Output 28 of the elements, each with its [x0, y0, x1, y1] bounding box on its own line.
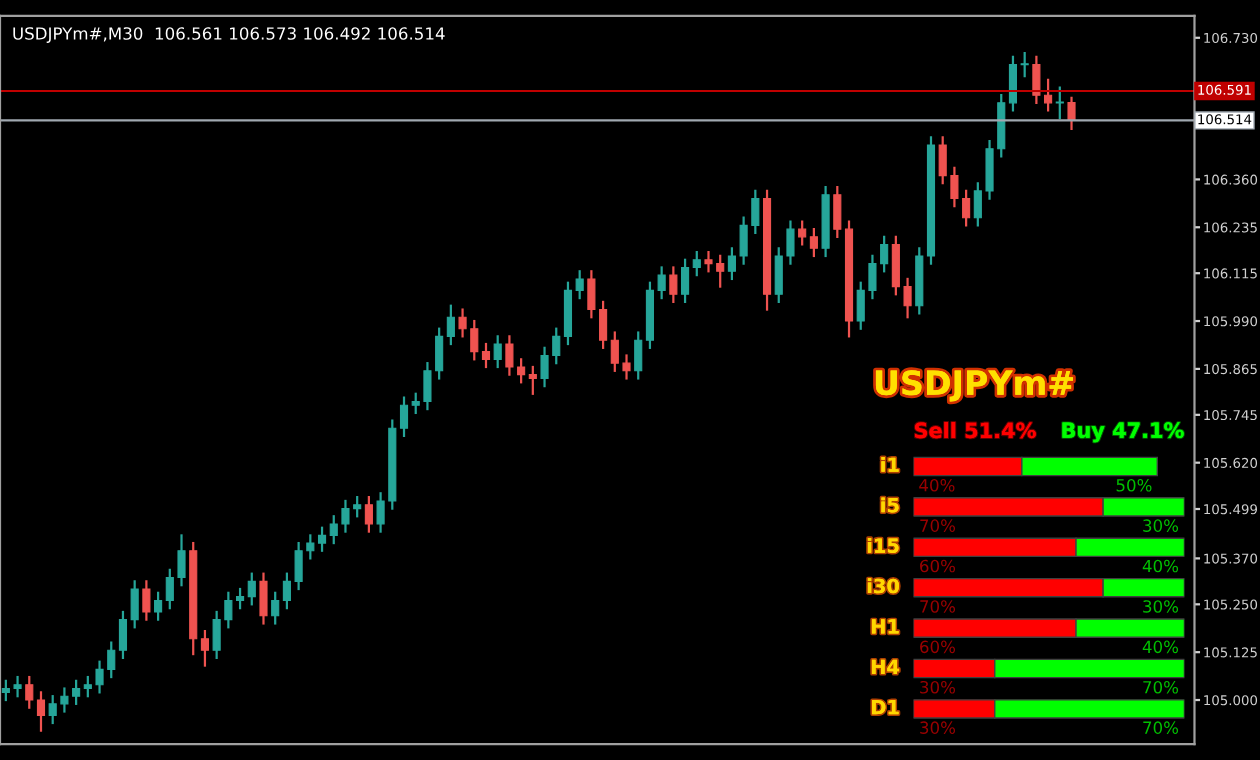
y-tick-label: H1: [871, 619, 899, 634]
data-label: 30%: [1143, 519, 1179, 532]
y-tick-label: H4: [871, 659, 900, 674]
data-label: 30%: [920, 680, 956, 694]
text: USDJPYm#,M30 106.561 106.573 106.492 106.514: [13, 27, 445, 43]
data-label: 40%: [1142, 559, 1179, 573]
data-label: 30%: [920, 721, 956, 734]
candlestick: [142, 580, 151, 621]
data-label: 50%: [1116, 478, 1152, 492]
data-label: 60%: [920, 640, 956, 654]
candlestick: [1055, 86, 1064, 120]
data-label: 70%: [920, 519, 956, 532]
data-label: 40%: [1142, 640, 1179, 654]
candlestick: [669, 266, 678, 304]
data-label: 70%: [1143, 680, 1179, 694]
y-tick-label: i15: [867, 537, 899, 553]
chart-title: USDJPYm#: [875, 370, 1073, 402]
data-label: 70%: [920, 600, 956, 613]
y-tick-label: i1: [881, 457, 899, 472]
data-label: 60%: [920, 559, 956, 573]
y-tick-label: i30: [867, 578, 900, 594]
data-label: 70%: [1143, 721, 1179, 734]
y-tick-label: D1: [872, 700, 899, 715]
data-label: 40%: [919, 478, 955, 492]
data-label: 30%: [1143, 600, 1179, 613]
y-tick-label: i5: [881, 497, 899, 513]
series-label: Sell 51.4%: [914, 422, 1036, 439]
series-label: Buy 47.1%: [1062, 422, 1184, 443]
